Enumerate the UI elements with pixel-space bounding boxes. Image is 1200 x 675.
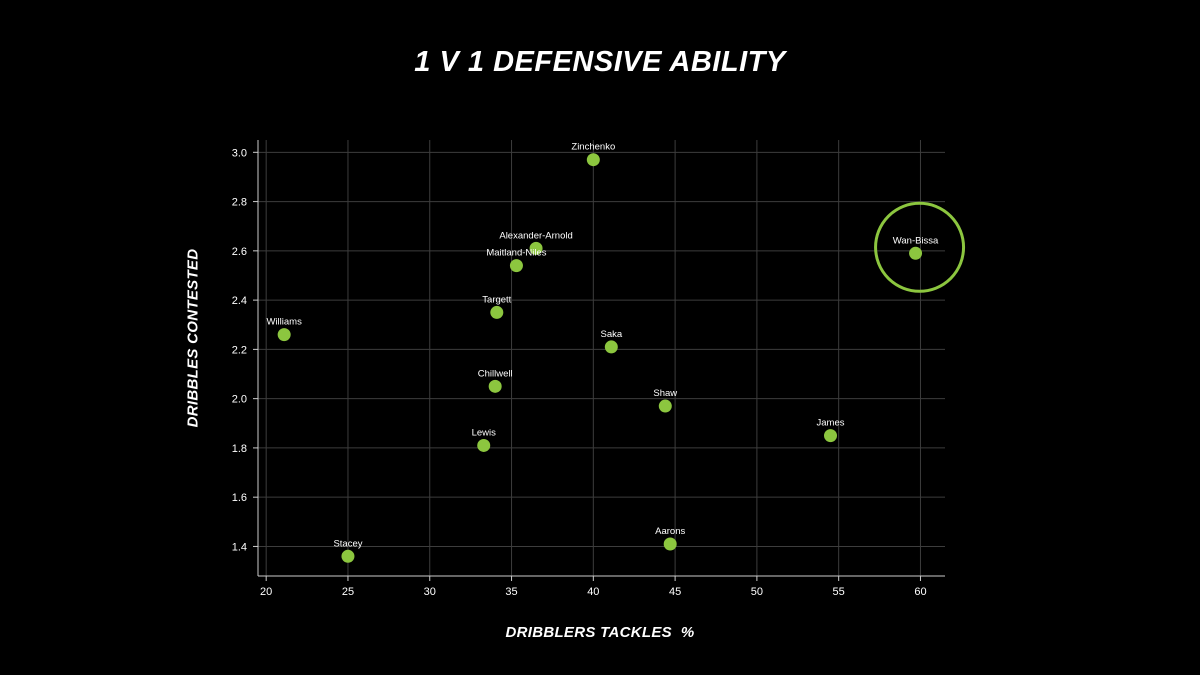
point-label: Aarons [655, 526, 685, 537]
y-tick-label: 2.0 [232, 394, 247, 406]
data-point [529, 241, 543, 255]
x-tick-label: 35 [505, 586, 517, 598]
point-label: Shaw [653, 388, 677, 399]
point-label: James [817, 418, 845, 429]
y-tick-label: 1.4 [232, 541, 247, 553]
data-point [663, 537, 677, 551]
x-tick-label: 50 [751, 586, 763, 598]
data-point [277, 328, 291, 342]
data-point [488, 379, 502, 393]
point-label: Chillwell [478, 368, 513, 379]
data-point [824, 429, 837, 443]
x-tick-label: 20 [260, 586, 272, 598]
y-tick-label: 1.6 [232, 492, 247, 504]
data-point [490, 305, 504, 319]
x-axis-label: DRIBBLERS TACKLES % [505, 624, 695, 641]
point-label: Saka [600, 329, 622, 340]
point-label: Targett [482, 294, 511, 305]
y-tick-label: 2.4 [232, 295, 247, 307]
x-tick-label: 60 [914, 586, 926, 598]
y-tick-label: 2.8 [232, 197, 247, 209]
point-label: Williams [266, 317, 302, 328]
point-label: Zinchenko [571, 142, 615, 153]
x-tick-label: 55 [833, 586, 845, 598]
highlight-ring [874, 201, 966, 293]
data-point [341, 549, 355, 563]
point-labels: Zinchenko Alexander-Arnold Maitland-Niles W… [266, 142, 939, 550]
data-point [477, 438, 491, 452]
x-tick-label: 45 [669, 586, 681, 598]
data-point [509, 259, 523, 273]
x-tick-label: 40 [587, 586, 599, 598]
highlight-circle [874, 201, 966, 293]
data-points [277, 153, 923, 563]
point-label: Wan-Bissa [893, 235, 939, 246]
point-label: Maitland-Niles [486, 248, 546, 259]
point-label: Stacey [333, 538, 362, 549]
chart-title: 1 V 1 DEFENSIVE ABILITY [414, 46, 786, 78]
point-label: Alexander-Arnold [499, 230, 572, 241]
point-label: Lewis [472, 427, 497, 438]
y-tick-label: 1.8 [232, 443, 247, 455]
data-point [586, 153, 600, 167]
y-tick-label: 3.0 [232, 147, 247, 159]
grid-lines [258, 140, 945, 576]
x-tick-label: 30 [424, 586, 436, 598]
y-tick-label: 2.6 [232, 246, 247, 258]
data-point [604, 340, 618, 354]
axes [253, 140, 945, 581]
tick-labels: 20 25 30 35 40 45 50 55 60 1.4 1.6 1.8 2.0 2.2 2.4 2.6 2… [232, 147, 927, 598]
data-point [909, 246, 923, 260]
data-point [658, 399, 672, 413]
x-tick-label: 25 [342, 586, 354, 598]
y-tick-label: 2.2 [232, 344, 247, 356]
y-axis-label: DRIBBLES CONTESTED [184, 248, 202, 428]
